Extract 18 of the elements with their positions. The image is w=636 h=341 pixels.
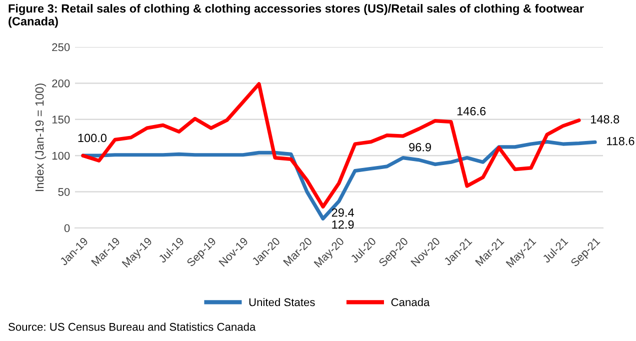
data-label: 100.0 <box>78 134 107 142</box>
data-label: 96.9 <box>409 142 431 152</box>
y-tick-label: 50 <box>58 188 70 196</box>
source-note: Source: US Census Bureau and Statistics Canada <box>8 322 256 331</box>
legend-label: United States <box>249 298 315 306</box>
data-label: 29.4 <box>332 208 354 217</box>
data-label: 12.9 <box>332 220 354 229</box>
legend-label: Canada <box>391 298 430 306</box>
y-tick-label: 200 <box>52 79 70 88</box>
chart-title: Figure 3: Retail sales of clothing & clothing accessories stores (US)/Retail sales of clothing & footwear (Canada) <box>8 4 584 28</box>
y-tick-label: 250 <box>52 43 70 52</box>
data-label: 146.6 <box>457 107 486 116</box>
data-label: 118.6 <box>607 136 634 146</box>
y-axis-title: Index (Jan-19 = 100) <box>35 84 46 192</box>
data-label: 148.8 <box>591 115 620 124</box>
y-tick-label: 0 <box>64 224 70 232</box>
y-tick-label: 100 <box>52 152 70 160</box>
y-tick-label: 150 <box>52 116 70 124</box>
